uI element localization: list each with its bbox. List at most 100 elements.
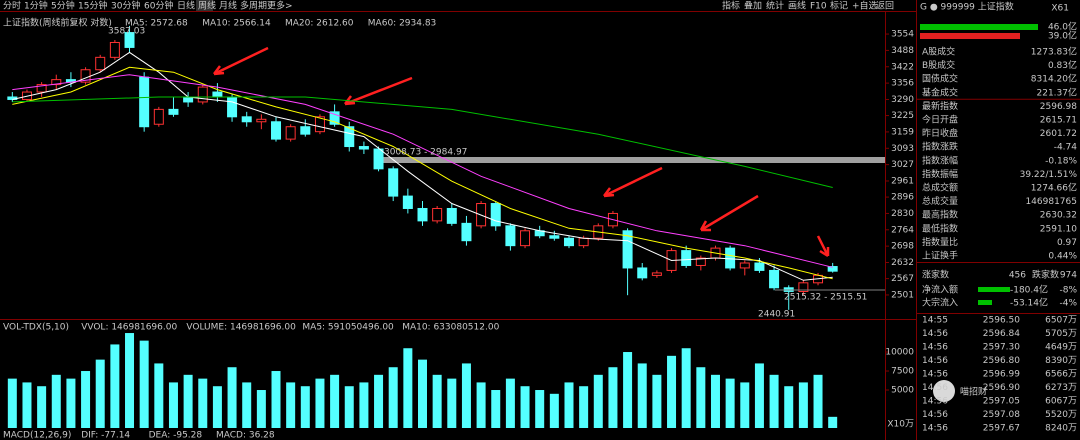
volume-bar (330, 374, 340, 428)
candle-body (36, 84, 47, 93)
stat-value: 1274.66亿 (1031, 182, 1077, 194)
ma-line (12, 66, 833, 280)
candle-body (651, 272, 662, 276)
flow-value: -53.14亿 (1010, 297, 1048, 309)
trade-price: 2596.99 (983, 370, 1020, 380)
stat-label: 最高指数 (922, 209, 958, 221)
annotation: 2440.91 (758, 310, 795, 320)
trade-time: 14:56 (922, 424, 948, 434)
stat-label: B股成交 (922, 59, 955, 71)
tab[interactable]: 多周期 (240, 0, 267, 12)
tab[interactable]: 1分钟 (24, 0, 48, 12)
y-tick-label: 3422 (891, 62, 914, 72)
stat-label: 指数涨幅 (922, 154, 958, 166)
candle-body (344, 126, 355, 148)
arrows (213, 46, 830, 258)
candle-body (798, 282, 809, 292)
volume-bar (769, 374, 779, 428)
flow-value: -180.4亿 (1010, 284, 1048, 296)
tool-button[interactable]: 叠加 (744, 1, 762, 12)
tool-button[interactable]: 画线 (788, 0, 806, 12)
breadth: 跌家数 (1032, 269, 1059, 281)
volume-bar (227, 367, 237, 428)
candle-body (769, 269, 780, 289)
tab[interactable]: 30分钟 (111, 0, 140, 12)
tab[interactable]: 更多> (267, 0, 293, 12)
volume-bar (81, 371, 91, 428)
trade-volume: 6273万 (1045, 383, 1077, 393)
volume-bar (139, 340, 149, 428)
y-tick-label: 3027 (891, 160, 914, 170)
trade-volume: 5705万 (1045, 329, 1077, 339)
tab[interactable]: 月线 (219, 0, 237, 12)
volume-bar (710, 374, 720, 428)
ma-label: MA5: 2572.68 (125, 19, 188, 29)
volume-bar (681, 348, 691, 428)
flow-pct: -8% (1059, 286, 1077, 296)
volume-bar (784, 386, 794, 428)
volume-bar (608, 367, 618, 428)
stat-value: 2615.71 (1040, 116, 1077, 126)
annotation: 3587.03 (108, 27, 145, 37)
tool-button[interactable]: F10 (810, 2, 827, 12)
volume-bar (286, 382, 296, 428)
volume-bar (95, 359, 105, 428)
trade-time: 14:56 (922, 356, 948, 366)
volume-bar (549, 393, 559, 428)
flow-bar (978, 300, 992, 305)
trade-price: 2596.80 (983, 356, 1020, 366)
tool-button[interactable]: 标记 (830, 0, 848, 12)
tab[interactable]: 分时 (3, 0, 21, 12)
tab[interactable]: 5分钟 (51, 0, 75, 12)
stat-label: 指数量比 (922, 236, 958, 248)
volume-bar (315, 378, 325, 428)
volume-bar (579, 386, 589, 428)
volume-bar (447, 378, 457, 428)
tab[interactable]: 60分钟 (144, 0, 173, 12)
tool-button[interactable]: 指标 (722, 0, 740, 12)
candle-body (520, 230, 531, 247)
bar-green (920, 24, 1038, 30)
candle-body (95, 56, 106, 71)
y-tick-label: 3093 (891, 144, 914, 154)
breadth: 974 (1060, 271, 1077, 281)
candle-body (417, 207, 428, 222)
bar-label: 46.0亿 (1048, 21, 1077, 33)
candle-body (300, 126, 311, 135)
stat-label: 最低指数 (922, 222, 958, 234)
volume-bar (300, 386, 310, 428)
candle-body (578, 237, 589, 247)
stat-label: 最新指数 (922, 100, 958, 112)
trade-volume: 8240万 (1045, 424, 1077, 434)
candle-body (695, 257, 706, 266)
bar-label: 39.0亿 (1048, 30, 1077, 42)
watermark-icon (933, 380, 955, 402)
y-tick-label: 2567 (891, 274, 914, 284)
tab[interactable]: 日线 (177, 0, 195, 12)
y-tick-label: 3356 (891, 79, 914, 89)
candle-body (563, 237, 574, 247)
tab[interactable]: 周线 (198, 0, 216, 12)
volume-bar (37, 386, 47, 428)
y-tick-label: 2830 (891, 209, 914, 219)
annotation: 3008.73 - 2984.97 (384, 148, 467, 158)
volume-header: VVOL: 146981696.00 (81, 323, 177, 333)
trade-volume: 6067万 (1045, 397, 1077, 407)
volume-bar (667, 355, 677, 428)
volume-bar (535, 390, 545, 428)
tool-button[interactable]: +自选 (852, 0, 878, 12)
tab[interactable]: 15分钟 (78, 0, 107, 12)
tool-button[interactable]: 统计 (766, 0, 784, 12)
candle-body (490, 203, 501, 227)
candle-body (622, 230, 633, 269)
volume-bar (125, 333, 135, 428)
volume-bar (564, 382, 574, 428)
tool-button[interactable]: 返回 (876, 0, 894, 12)
volume-bar (652, 374, 662, 428)
flow-bar (978, 287, 1010, 292)
trade-volume: 6507万 (1045, 316, 1077, 326)
volume-bar (154, 363, 164, 428)
bar-red (920, 33, 1020, 39)
y-tick-label: 3554 (891, 30, 914, 40)
